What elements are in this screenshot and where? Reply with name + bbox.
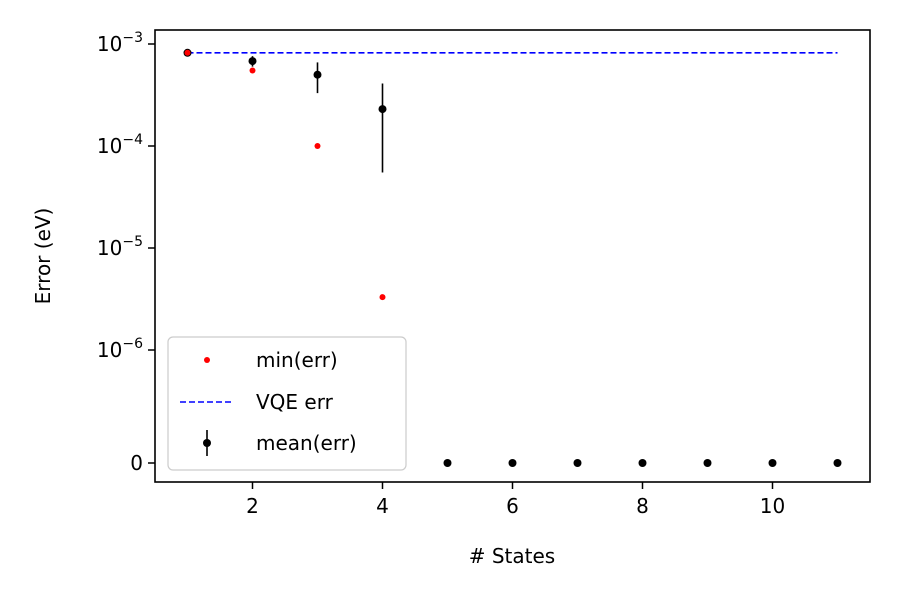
y-axis-title: Error (eV) [31, 208, 55, 305]
x-tick-label: 4 [376, 494, 389, 518]
legend: min(err) VQE err mean(err) [167, 336, 407, 471]
x-axis-title: # States [469, 544, 555, 568]
mean-err-point [248, 57, 257, 66]
min-err-point [184, 49, 191, 56]
x-tick-label: 2 [246, 494, 259, 518]
min-err-point [379, 294, 386, 301]
legend-marker-mean [203, 439, 211, 447]
legend-box [167, 336, 407, 471]
mean-err-point [573, 459, 582, 467]
mean-err-point [768, 459, 777, 467]
y-tick-label: 0 [130, 451, 143, 475]
y-tick-label: 10−4 [97, 132, 143, 158]
x-tick-label: 8 [636, 494, 649, 518]
y-tick-label: 10−3 [97, 30, 143, 56]
min-err-point [314, 143, 321, 149]
mean-err-point [378, 105, 387, 114]
x-tick-label: 6 [506, 494, 519, 518]
min-err-point [249, 67, 256, 74]
mean-err-point [833, 459, 842, 467]
mean-err-point [703, 459, 712, 467]
mean-err-point [443, 459, 452, 467]
y-tick-label: 10−6 [97, 336, 143, 362]
legend-label-min: min(err) [256, 348, 338, 372]
mean-err-point [508, 459, 517, 467]
mean-err-point [313, 70, 322, 79]
x-axis: 2 4 6 8 10 [246, 482, 785, 518]
legend-marker-min [204, 357, 210, 363]
x-tick-label: 10 [760, 494, 785, 518]
y-tick-label: 10−5 [97, 234, 143, 260]
legend-label-mean: mean(err) [256, 431, 357, 455]
plot-marks [183, 48, 842, 467]
legend-label-vqe: VQE err [256, 390, 334, 414]
y-axis: 0 10−6 10−5 10−4 10−3 [97, 30, 155, 475]
mean-err-point [638, 459, 647, 467]
